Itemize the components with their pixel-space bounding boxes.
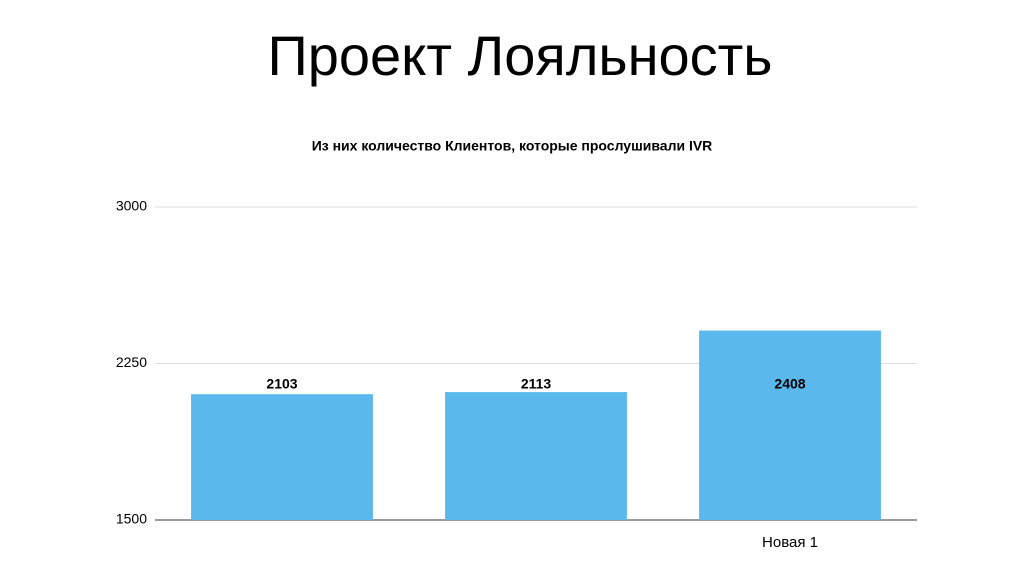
y-tick-label: 2250	[116, 354, 147, 370]
bar	[445, 392, 627, 520]
bar	[699, 330, 881, 520]
x-tick-label: Новая 1	[762, 534, 818, 551]
chart-title: Из них количество Клиентов, которые прос…	[312, 138, 713, 154]
data-label: 2408	[774, 376, 805, 392]
slide-title: Проект Лояльность	[268, 24, 773, 87]
y-tick-label: 3000	[116, 198, 147, 214]
y-tick-label: 1500	[116, 511, 147, 527]
data-label: 2103	[266, 376, 297, 392]
data-label: 2113	[521, 376, 552, 392]
bar	[191, 394, 373, 520]
